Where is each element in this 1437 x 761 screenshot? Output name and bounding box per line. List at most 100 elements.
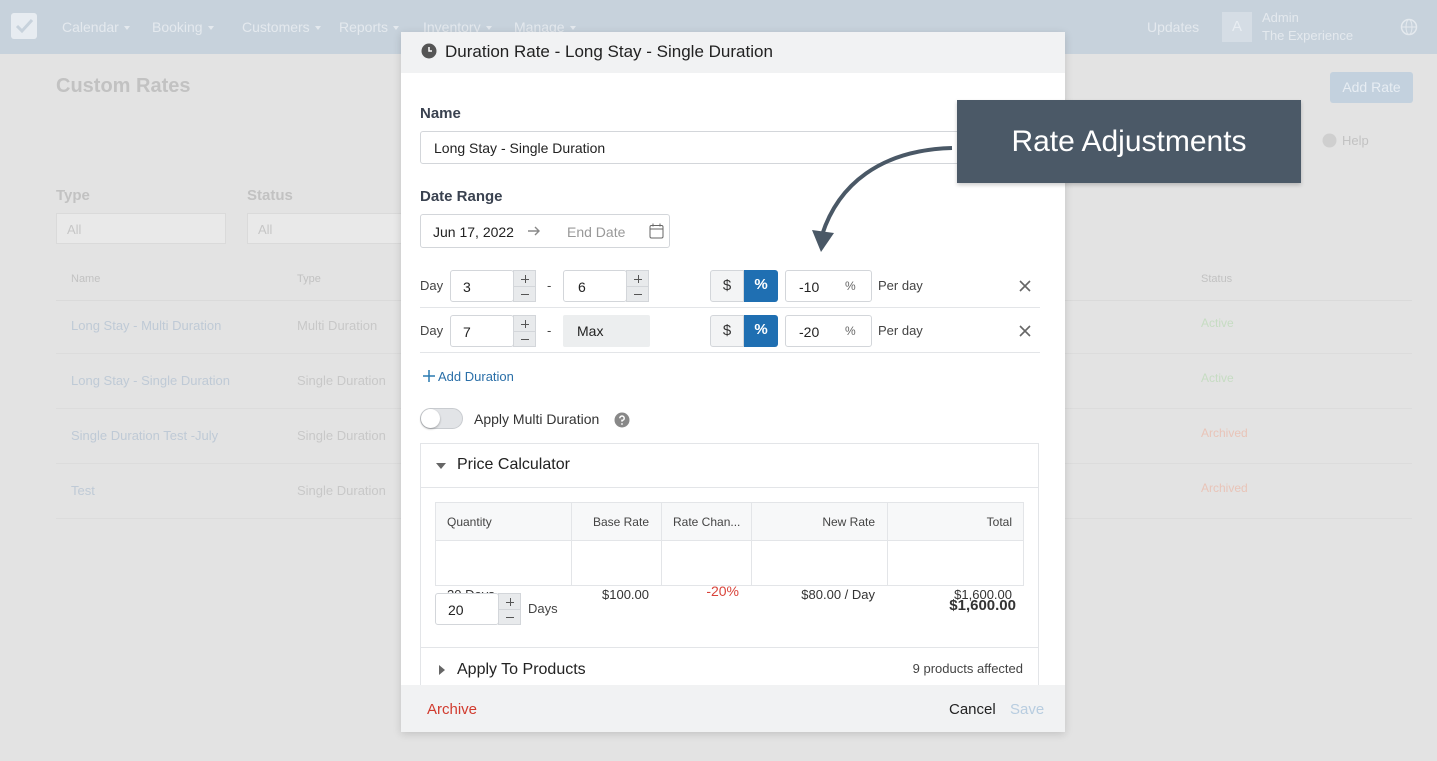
row-type: Single Duration [297, 483, 386, 498]
nav-item[interactable]: Booking [152, 19, 214, 35]
amount-input[interactable]: -10 [785, 270, 872, 302]
logo [11, 13, 37, 39]
callout: Rate Adjustments [957, 100, 1301, 183]
calc-table [435, 502, 1024, 586]
save-button[interactable]: Save [1010, 701, 1045, 718]
column-divider [887, 502, 888, 586]
amount-unit: % [845, 279, 856, 293]
filter-select[interactable]: All [247, 213, 417, 244]
user-name: Admin [1262, 10, 1299, 25]
nav-text: Reports [339, 19, 389, 35]
cell: $100.00 [602, 587, 649, 602]
row-name[interactable]: Single Duration Test -July [71, 428, 219, 443]
caret-down[interactable] [436, 462, 446, 470]
cell: -20% [706, 583, 739, 599]
name-input[interactable]: Long Stay - Single Duration [420, 131, 1060, 164]
nav-text: Calendar [62, 19, 119, 35]
currency-button[interactable]: $ [710, 270, 744, 302]
column-header: Quantity [447, 515, 492, 529]
plus-icon [423, 370, 435, 382]
row-status: Archived [1201, 426, 1248, 440]
stepper[interactable] [626, 270, 649, 302]
date-range [420, 214, 670, 248]
nav-item[interactable]: Reports [339, 19, 400, 35]
column-header: Rate Chan... [673, 515, 741, 529]
toggle-label: Apply Multi Duration [474, 411, 600, 427]
modal: Duration Rate - Long Stay - Single Durat… [401, 32, 1065, 732]
nav-item[interactable]: Manage [514, 19, 576, 35]
add-rate-button[interactable]: Add Rate [1330, 72, 1413, 103]
amount-input[interactable]: -20 [785, 315, 872, 347]
row-name[interactable]: Test [71, 483, 95, 498]
column-header: Name [71, 273, 101, 285]
nav-text: Manage [514, 19, 565, 35]
column-header: New Rate [822, 515, 875, 529]
column-header: Type [297, 273, 321, 285]
per-label: Per day [878, 323, 923, 338]
grand-total: $1,600.00 [949, 597, 1016, 614]
org-name: The Experience [1262, 28, 1354, 43]
column-divider [661, 502, 662, 586]
avatar[interactable]: A [1222, 12, 1252, 42]
row-name[interactable]: Long Stay - Single Duration [71, 373, 230, 388]
filter-select[interactable]: All [56, 213, 226, 244]
section-title[interactable]: Apply To Products [457, 661, 586, 678]
toggle[interactable] [420, 408, 463, 429]
updates[interactable]: Updates [1147, 19, 1200, 35]
clock-icon [421, 43, 437, 59]
cell: $80.00 / Day [801, 587, 875, 602]
per-label: Per day [878, 278, 923, 293]
quantity-input[interactable]: 20 [435, 593, 499, 625]
stepper[interactable] [498, 593, 521, 625]
start-date[interactable]: Jun 17, 2022 [433, 224, 514, 240]
archive-button[interactable]: Archive [427, 701, 478, 718]
cell: $1,600.00 [954, 587, 1012, 602]
column-header: Total [986, 515, 1012, 529]
nav-item[interactable]: Inventory [423, 19, 492, 35]
column-header: Status [1201, 273, 1233, 285]
amount-unit: % [845, 324, 856, 338]
percent-button[interactable]: % [744, 315, 778, 347]
help-link[interactable]: Help [1342, 133, 1369, 148]
calendar-icon[interactable] [649, 223, 664, 239]
stepper[interactable] [513, 270, 536, 302]
filter-label: Type [56, 187, 90, 204]
to-input[interactable]: 6 [563, 270, 627, 302]
divider [420, 647, 1039, 648]
currency-button[interactable]: $ [710, 315, 744, 347]
modal-footer [401, 685, 1065, 732]
remove-button[interactable] [1018, 279, 1032, 293]
row-type: Multi Duration [297, 318, 378, 333]
quantity-unit: Days [528, 601, 558, 616]
products-affected: 9 products affected [912, 661, 1023, 676]
percent-button[interactable]: % [744, 270, 778, 302]
column-divider [751, 502, 752, 586]
remove-button[interactable] [1018, 324, 1032, 338]
add-duration-link[interactable]: Add Duration [438, 369, 514, 384]
nav-item[interactable]: Calendar [62, 19, 130, 35]
to-max: Max [563, 315, 650, 347]
column-divider [571, 502, 572, 586]
row-status: Active [1201, 316, 1234, 330]
help-icon[interactable] [614, 412, 630, 428]
caret-right[interactable] [438, 665, 446, 675]
day-label: Day [420, 323, 444, 338]
nav-text: Customers [242, 19, 310, 35]
nav-item[interactable]: Customers [242, 19, 321, 35]
stepper[interactable] [513, 315, 536, 347]
divider [420, 487, 1039, 488]
globe-icon[interactable] [1400, 18, 1418, 36]
cancel-button[interactable]: Cancel [949, 701, 996, 718]
dash: - [547, 278, 552, 293]
field-label: Name [420, 105, 461, 122]
modal-title: Duration Rate - Long Stay - Single Durat… [445, 42, 773, 61]
row-divider [420, 352, 1040, 353]
end-date[interactable]: End Date [567, 224, 626, 240]
from-input[interactable]: 3 [450, 270, 514, 302]
filter-label: Status [247, 187, 293, 204]
row-name[interactable]: Long Stay - Multi Duration [71, 318, 222, 333]
day-label: Day [420, 278, 444, 293]
section-title[interactable]: Price Calculator [457, 456, 570, 473]
